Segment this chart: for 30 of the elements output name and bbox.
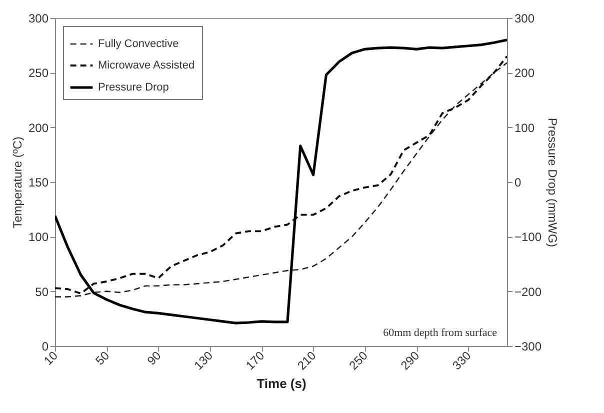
x-tick-label: 170 (243, 348, 268, 373)
y-tick-label: 50 (35, 284, 49, 299)
y-tick-label: 200 (28, 120, 49, 135)
y-tick-label: 300 (28, 12, 49, 26)
y2-tick-label: 200 (514, 66, 535, 80)
y-tick-label: 100 (28, 230, 49, 244)
x-tick-label: 50 (92, 348, 112, 368)
y2-tick-label: −200 (514, 284, 542, 299)
y2-tick-label: 100 (514, 120, 535, 135)
y-axis-title: Temperature (ºC) (10, 136, 24, 228)
legend-label: Fully Convective (98, 38, 179, 50)
y2-tick-label: −300 (514, 340, 542, 354)
x-tick-label: 290 (398, 348, 422, 373)
x-tick-label: 210 (294, 348, 319, 373)
line-series (55, 38, 507, 324)
legend-label: Microwave Assisted (98, 60, 195, 72)
annotation: 60mm depth from surface (383, 327, 498, 339)
y-tick-label: 250 (28, 66, 49, 80)
legend-label: Pressure Drop (98, 82, 169, 94)
x-tick-label: 130 (191, 348, 216, 373)
y2-axis-title: Pressure Drop (mmWG) (546, 118, 560, 248)
x-tick-label: 330 (450, 348, 474, 373)
y-tick-label: 0 (42, 340, 49, 354)
x-axis-title: Time (s) (256, 376, 306, 391)
y2-tick-label: 0 (514, 176, 522, 190)
x-tick-label: 250 (346, 348, 371, 373)
x-tick-label: 90 (144, 348, 164, 368)
y2-tick-label: −100 (514, 230, 542, 244)
y2-tick-label: 300 (514, 12, 535, 26)
y-tick-label: 150 (28, 176, 49, 190)
